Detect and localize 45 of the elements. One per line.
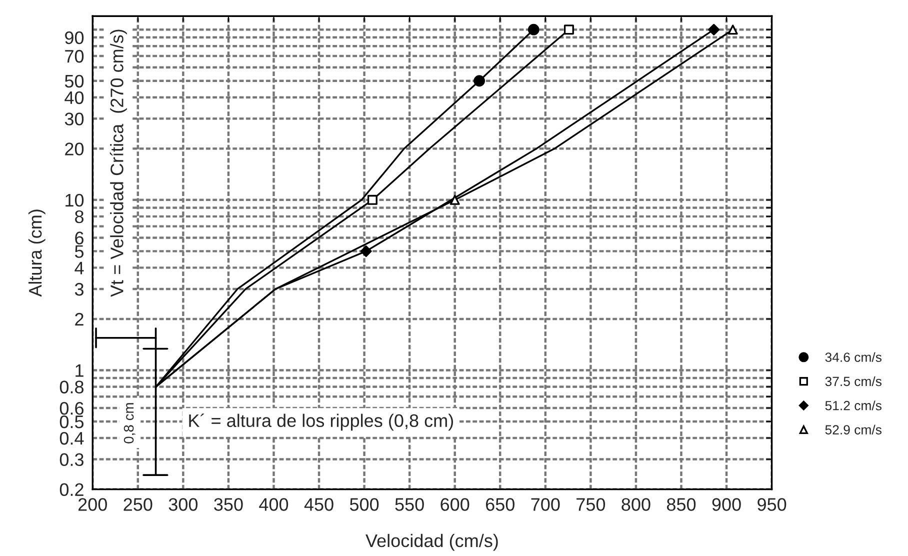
x-tick-label: 250	[124, 498, 152, 511]
x-tick-label: 550	[395, 498, 424, 511]
x-tick-label: 950	[758, 498, 786, 511]
y-tick-label: 0.5	[60, 415, 84, 428]
y-tick-label: 2	[75, 312, 84, 326]
y-tick-label: 0.3	[60, 453, 84, 466]
y-tick-label: 1	[76, 364, 84, 377]
y-tick-label: 0.8	[60, 380, 84, 394]
y-tick-label: 20	[65, 142, 84, 156]
y-tick-label: 5	[74, 245, 84, 258]
y-tick-label: 3	[74, 282, 84, 296]
x-tick-label: 500	[350, 498, 379, 511]
x-tick-label: 450	[304, 498, 334, 511]
y-tick-label: 0.4	[60, 432, 84, 445]
x-tick-label: 400	[259, 498, 288, 511]
y-tick-label: 0.6	[60, 402, 84, 415]
annotation: K´ = altura de los ripples (0,8 cm)	[189, 414, 454, 431]
x-tick-label: 300	[168, 498, 198, 511]
x-tick-label: 700	[531, 498, 560, 511]
y-tick-label: 8	[75, 210, 84, 224]
legend-label: 52.9 cm/s	[825, 424, 882, 434]
y-tick-label: 30	[64, 112, 84, 126]
y-tick-label: 10	[66, 194, 84, 207]
legend-label: 37.5 cm/s	[825, 376, 882, 386]
y-tick-label: 70	[65, 50, 84, 63]
y-axis-title: Altura (cm)	[28, 210, 46, 297]
annotation: 0,8 cm	[124, 403, 136, 444]
annotation: Vt = Velocidad Crítica (270 cm/s)	[110, 30, 127, 297]
x-tick-label: 850	[666, 498, 696, 511]
x-tick-label: 350	[214, 498, 243, 511]
y-tick-label: 0.2	[60, 483, 84, 496]
x-tick-label: 600	[440, 498, 470, 511]
y-tick-label: 40	[64, 91, 84, 104]
legend-label: 34.6 cm/s	[825, 352, 882, 362]
x-axis-title: Velocidad (cm/s)	[366, 534, 498, 551]
x-tick-label: 650	[486, 498, 514, 511]
x-tick-label: 200	[78, 498, 107, 511]
legend-label: 51.2 cm/s	[825, 400, 882, 410]
x-tick-label: 800	[622, 498, 650, 511]
y-tick-label: 4	[74, 262, 84, 274]
y-tick-label: 6	[75, 232, 84, 244]
x-tick-label: 900	[712, 498, 741, 511]
x-tick-label: 750	[576, 498, 606, 511]
y-tick-label: 50	[64, 74, 84, 88]
y-tick-label: 90	[65, 31, 84, 44]
